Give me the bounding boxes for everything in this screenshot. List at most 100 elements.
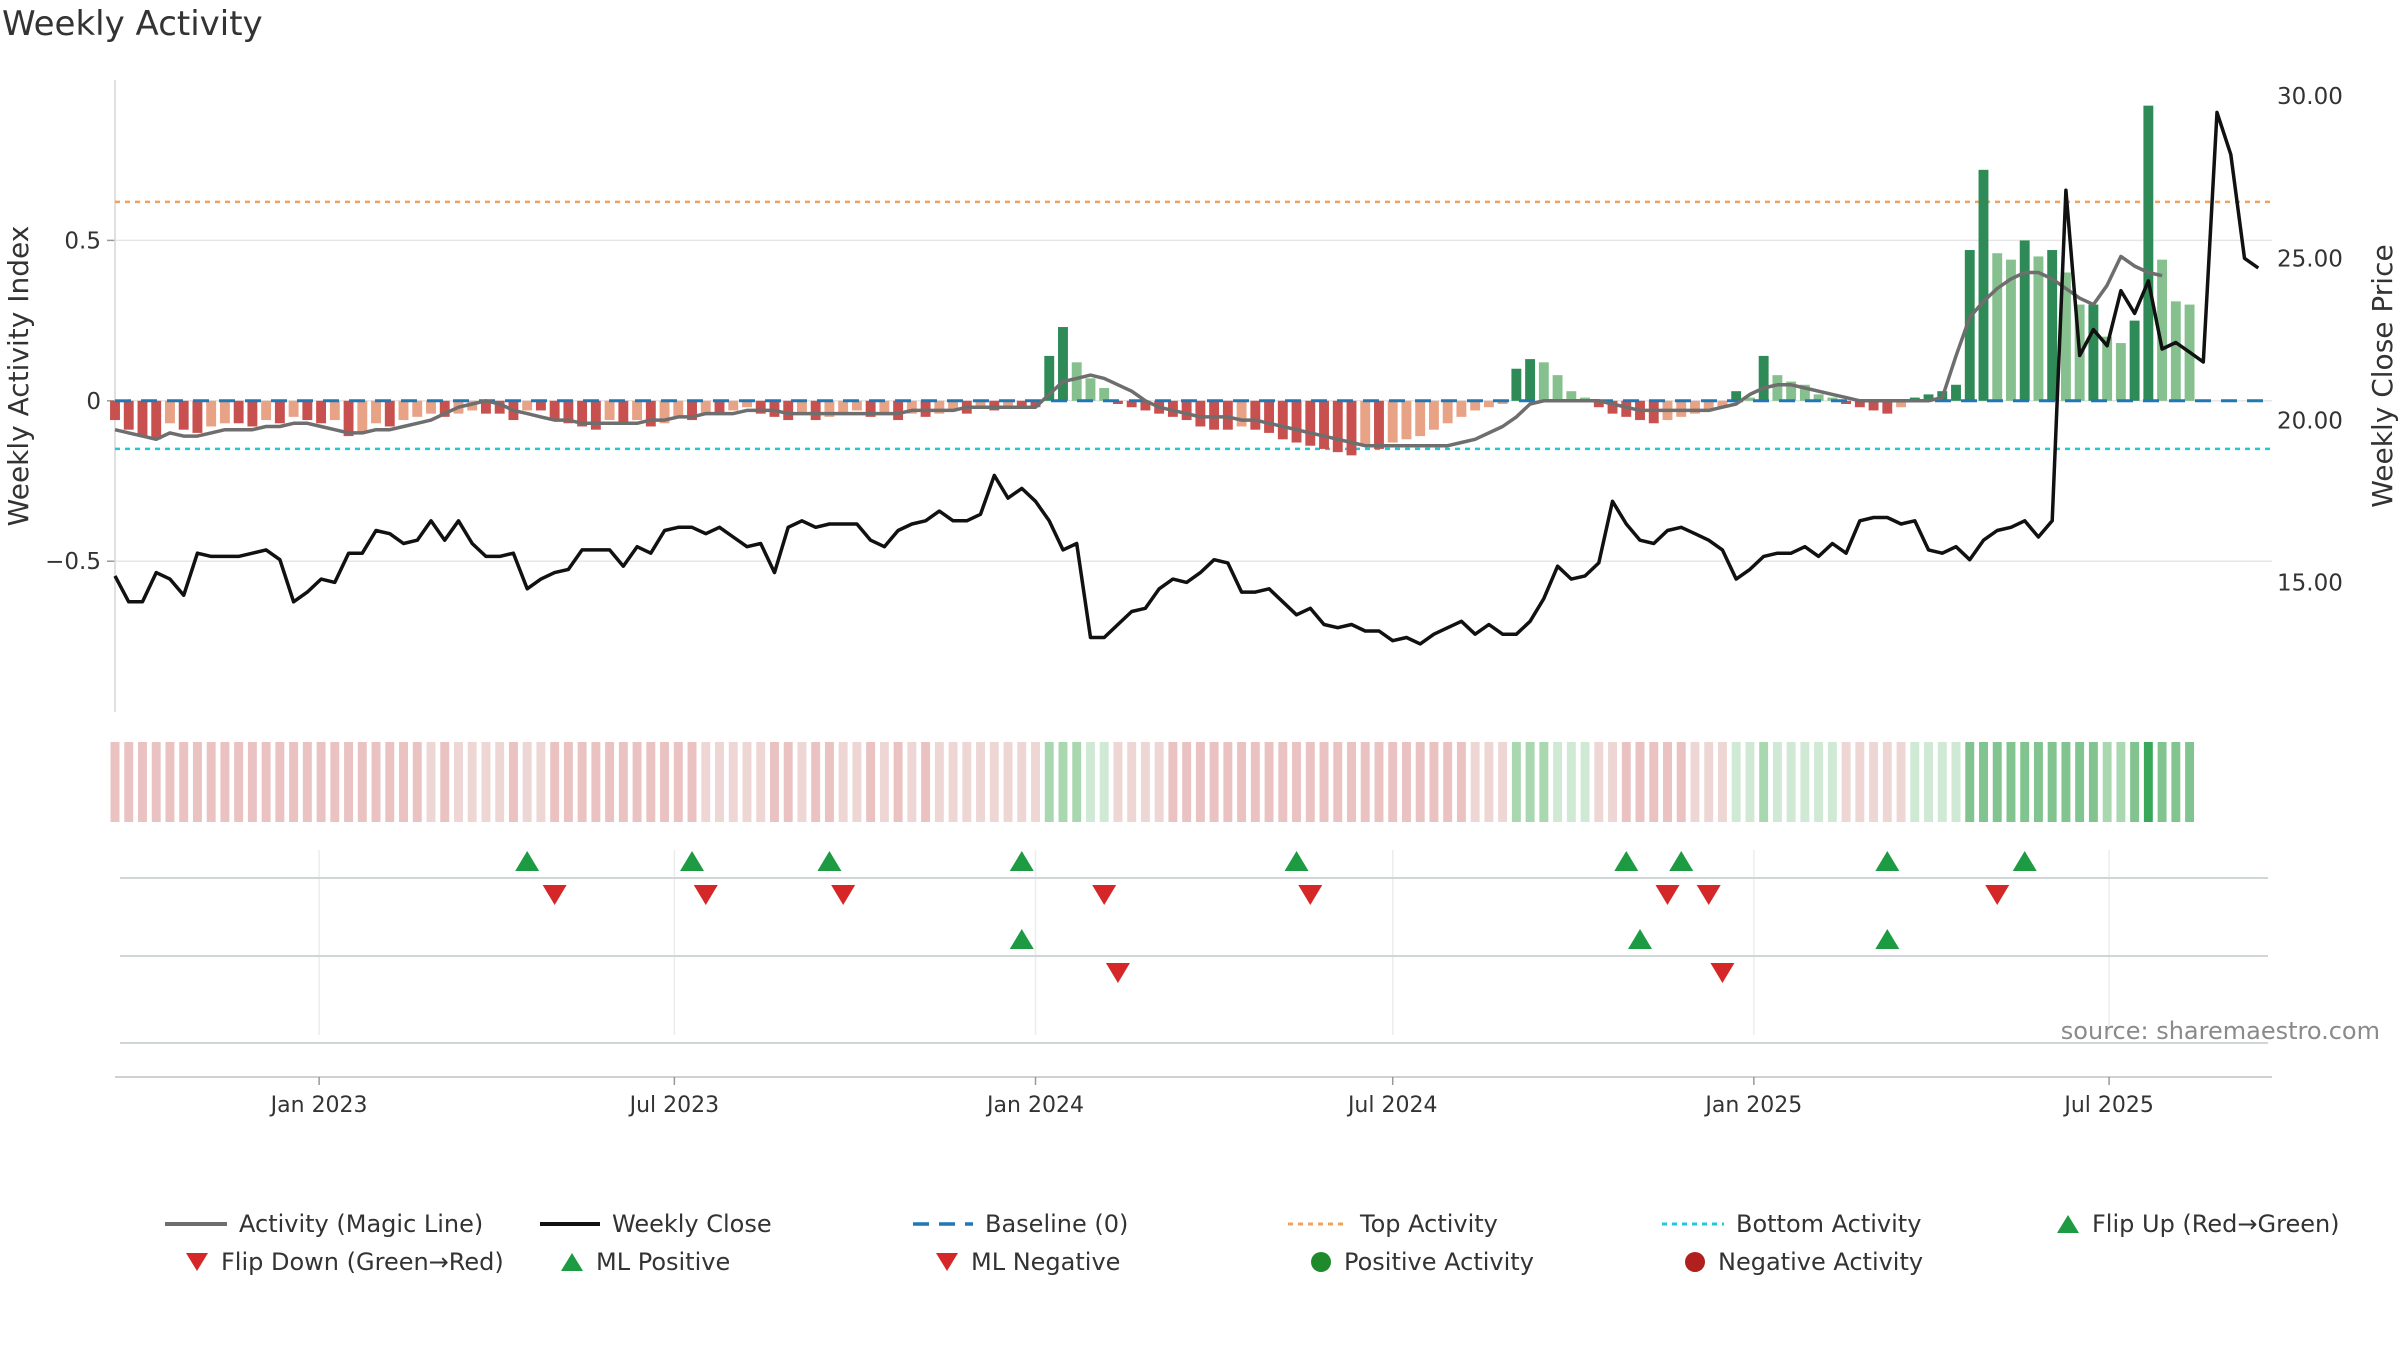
activity-strip-cell (1237, 742, 1247, 822)
activity-strip-cell (1292, 742, 1302, 822)
activity-strip-cell (1924, 742, 1933, 822)
activity-bar (151, 400, 162, 440)
activity-bar (1195, 400, 1206, 427)
activity-strip-cell (783, 742, 793, 822)
activity-bar (796, 400, 807, 414)
activity-strip-cell (1511, 742, 1521, 822)
activity-strip-cell (563, 742, 573, 822)
activity-strip-cell (2157, 742, 2167, 822)
activity-strip-cell (1429, 742, 1439, 822)
activity-bar (371, 400, 381, 424)
activity-strip-cell (1168, 742, 1178, 822)
activity-bar (2033, 256, 2044, 401)
activity-strip-cell (357, 742, 367, 822)
activity-strip-cell (2047, 742, 2057, 822)
activity-strip-cell (1264, 742, 1274, 822)
activity-strip-cell (316, 742, 326, 822)
activity-strip-cell (467, 742, 477, 822)
activity-strip-cell (1388, 742, 1398, 822)
activity-bar (1428, 400, 1439, 430)
activity-bar (2115, 343, 2126, 401)
activity-strip-cell (1882, 742, 1892, 822)
activity-bar (838, 400, 849, 414)
magic-line-swatch-icon (165, 1222, 227, 1226)
activity-strip-cell (179, 742, 189, 822)
activity-bar (192, 400, 203, 433)
activity-strip-cell (220, 742, 230, 822)
activity-strip-cell (1154, 742, 1164, 822)
activity-bar (316, 400, 327, 424)
activity-strip-cell (2020, 742, 2030, 822)
activity-strip-cell (921, 742, 931, 822)
flip-down-marker (1092, 885, 1117, 905)
activity-strip-cell (1841, 742, 1851, 822)
activity-bar (1360, 400, 1371, 446)
activity-strip-cell (385, 742, 395, 822)
activity-strip-cell (1099, 742, 1109, 822)
activity-bar (1868, 400, 1879, 411)
activity-bar (1786, 381, 1797, 401)
activity-strip-cell (1869, 742, 1879, 822)
activity-bar (137, 400, 148, 437)
activity-bar (1731, 391, 1742, 401)
activity-bar (1951, 384, 1961, 401)
activity-bar (604, 400, 615, 421)
activity-strip-cell (1621, 742, 1631, 822)
flip-down-marker (1655, 885, 1680, 905)
activity-strip-cell (2006, 742, 2016, 822)
triangle-up-icon (561, 1253, 583, 1271)
activity-bar (1923, 394, 1934, 401)
activity-bar (948, 400, 959, 411)
activity-strip-cell (1800, 742, 1810, 822)
close-line-swatch-icon (540, 1222, 600, 1226)
flip-up-marker (1009, 851, 1034, 871)
activity-strip-cell (138, 742, 147, 822)
legend-item-flip-up: Flip Up (Red→Green) (2056, 1206, 2340, 1242)
legend-item-bottom-activity: Bottom Activity (1662, 1206, 1921, 1242)
y-tick-label-left: −0.5 (45, 549, 101, 575)
activity-bar (1264, 400, 1275, 433)
activity-strip-cell (769, 742, 779, 822)
activity-bar (123, 400, 134, 430)
activity-strip-cell (1470, 742, 1480, 822)
activity-bar (384, 400, 395, 427)
activity-strip-cell (1443, 742, 1453, 822)
activity-bar (494, 400, 505, 414)
activity-strip-cell (1553, 742, 1563, 822)
activity-bar (851, 400, 862, 411)
activity-bar (1744, 397, 1755, 401)
baseline-swatch-icon (913, 1222, 973, 1226)
triangle-down-icon (186, 1253, 208, 1271)
legend-label: Activity (Magic Line) (239, 1210, 484, 1238)
activity-bar (178, 400, 189, 430)
activity-strip-cell (440, 742, 450, 822)
top-activity-swatch-icon (1288, 1222, 1348, 1226)
activity-bar (1277, 400, 1288, 440)
activity-strip-cell (247, 742, 257, 822)
activity-strip-cell (1058, 742, 1068, 822)
flip-up-marker (1875, 851, 1900, 871)
activity-strip-cell (2116, 742, 2126, 822)
activity-strip-cell (797, 742, 807, 822)
activity-bar (357, 400, 368, 433)
legend-label: Flip Down (Green→Red) (221, 1248, 504, 1276)
activity-bar (879, 400, 890, 414)
activity-strip-cell (1085, 742, 1095, 822)
legend-item-baseline: Baseline (0) (913, 1206, 1128, 1242)
flip-up-marker (2012, 851, 2037, 871)
flip-down-marker (693, 885, 718, 905)
activity-bar (659, 400, 670, 424)
activity-bar (1827, 397, 1838, 401)
activity-strip-cell (192, 742, 202, 822)
activity-strip-cell (2185, 742, 2195, 822)
activity-strip-cell (2088, 742, 2098, 822)
activity-strip-cell (1827, 742, 1837, 822)
activity-strip-cell (1676, 742, 1686, 822)
activity-strip-cell (1044, 742, 1054, 822)
legend-label: Weekly Close (612, 1210, 772, 1238)
activity-bar (1003, 400, 1013, 408)
activity-strip-cell (1072, 742, 1082, 822)
activity-bar (2019, 240, 2030, 401)
activity-strip-cell (948, 742, 958, 822)
activity-strip-cell (206, 742, 216, 822)
